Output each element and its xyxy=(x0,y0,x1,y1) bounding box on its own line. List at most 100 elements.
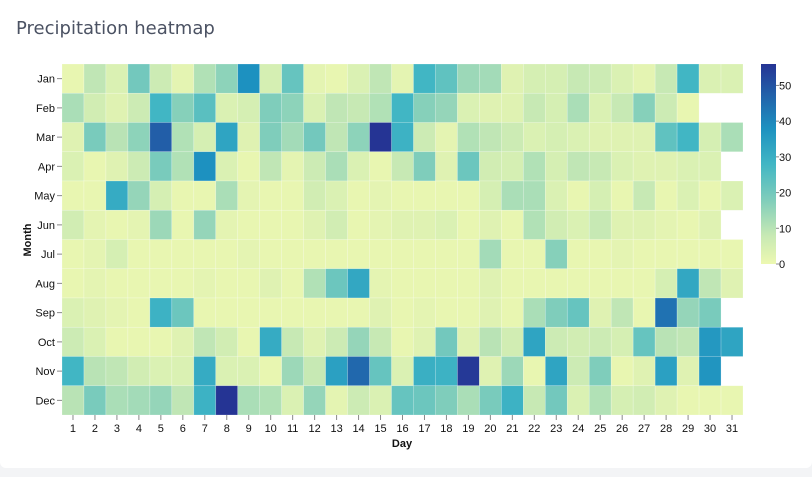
heatmap-cell: Sep 23: 18 xyxy=(544,297,568,328)
heatmap-cell: Jul 1: 1 xyxy=(61,239,85,270)
heatmap-cell: Feb 25: 4 xyxy=(588,92,612,123)
heatmap-cell: Sep 1: 4 xyxy=(61,297,85,328)
heatmap-cell: Dec 22: 8 xyxy=(523,385,546,416)
heatmap-cell: May 14: 1 xyxy=(347,180,370,211)
heatmap-cell: May 10: 1 xyxy=(259,180,282,211)
heatmap-cell: Jun 8: 2 xyxy=(215,209,239,240)
x-tick-label: 1 xyxy=(70,423,76,435)
heatmap-cell: Apr 8: 4 xyxy=(215,151,239,182)
heatmap-cell: Feb 22: 8 xyxy=(523,92,546,123)
heatmap-cell: Apr 25: 8 xyxy=(588,151,612,182)
heatmap-cell: Oct 23: 7 xyxy=(544,326,568,357)
heatmap-cell: Aug 7: 2 xyxy=(193,268,217,299)
heatmap-cell: Nov 27: 3 xyxy=(632,356,656,387)
heatmap-cell: May 9: 2 xyxy=(237,180,261,211)
heatmap-cell: Mar 26: 3 xyxy=(610,122,634,153)
heatmap-cell: Jan 27: 2 xyxy=(632,63,656,94)
heatmap-cell: Mar 9: 3 xyxy=(237,122,261,153)
heatmap-cell: Jan 20: 13 xyxy=(479,63,502,94)
x-axis-title: Day xyxy=(392,438,413,450)
heatmap-cell: May 22: 12 xyxy=(523,180,546,211)
heatmap-cell: Jun 11: 1 xyxy=(281,209,304,240)
heatmap-cell: Dec 24: 4 xyxy=(566,385,590,416)
heatmap-cell: May 19: 1 xyxy=(457,180,480,211)
x-tick-label: 19 xyxy=(462,423,474,435)
heatmap-cell: Aug 6: 1 xyxy=(171,268,195,299)
x-tick-label: 2 xyxy=(92,423,98,435)
x-tick-label: 4 xyxy=(136,423,142,435)
heatmap-cell: Feb 15: 11 xyxy=(369,92,392,123)
heatmap-cell: Feb 12: 4 xyxy=(303,92,326,123)
heatmap-cell: Aug 1: 1 xyxy=(61,268,85,299)
heatmap-cell: May 21: 12 xyxy=(501,180,524,211)
y-tick-label: Feb xyxy=(36,103,55,115)
heatmap-cell: Mar 19: 11 xyxy=(457,122,480,153)
heatmap-cell: Jul 2: 2 xyxy=(83,239,107,270)
heatmap-cell: Mar 21: 7 xyxy=(501,122,524,153)
heatmap-cell: Mar 18: 2 xyxy=(435,122,458,153)
heatmap-cell: Jun 15: 2 xyxy=(369,209,392,240)
heatmap-cell: Oct 21: 6 xyxy=(501,326,524,357)
heatmap-cell: Jul 12: 1 xyxy=(303,239,326,270)
x-tick-label: 14 xyxy=(352,423,364,435)
heatmap-cell: Nov 28: 34 xyxy=(654,356,678,387)
heatmap-cell: Mar 10: 18 xyxy=(259,122,282,153)
heatmap-cell: Jun 23: 6 xyxy=(544,209,568,240)
heatmap-cell: Jul 10: 1 xyxy=(259,239,282,270)
heatmap-cell: Aug 4: 1 xyxy=(127,268,151,299)
heatmap-cell: Jul 27: 1 xyxy=(632,239,656,270)
heatmap-cell: Aug 19: 1 xyxy=(457,268,480,299)
heatmap-cell: Dec 27: 6 xyxy=(632,385,656,416)
heatmap-cell: Jul 31: 1 xyxy=(720,239,744,270)
heatmap-cell: Sep 13: 1 xyxy=(325,297,348,328)
heatmap-cell: Jul 19: 1 xyxy=(457,239,480,270)
heatmap-cell: Feb 27: 17 xyxy=(632,92,656,123)
heatmap-cell: Sep 9: 1 xyxy=(237,297,261,328)
heatmap-cell: Apr 1: 4 xyxy=(61,151,85,182)
heatmap-cell: Feb 6: 17 xyxy=(171,92,195,123)
legend-colorbar xyxy=(761,64,776,264)
heatmap-cell: Dec 10: 11 xyxy=(259,385,282,416)
heatmap-cell: Dec 23: 20 xyxy=(544,385,568,416)
heatmap-cell: Apr 27: 3 xyxy=(632,151,656,182)
heatmap-cell: Nov 7: 31 xyxy=(193,356,217,387)
y-tick-label: Mar xyxy=(36,132,55,144)
heatmap-cell: Aug 28: 5 xyxy=(654,268,678,299)
heatmap-cell: Sep 6: 21 xyxy=(171,297,195,328)
heatmap-cell: Dec 3: 12 xyxy=(105,385,129,416)
heatmap-cell: Jan 3: 4 xyxy=(105,63,129,94)
heatmap-cell: Feb 5: 28 xyxy=(149,92,173,123)
heatmap-cell: Aug 2: 2 xyxy=(83,268,107,299)
heatmap-cell: May 31: 4 xyxy=(720,180,744,211)
heatmap-cell: Mar 23: 5 xyxy=(544,122,568,153)
heatmap-cell: Aug 21: 1 xyxy=(501,268,524,299)
heatmap-cell: Dec 31: 1 xyxy=(720,385,744,416)
heatmap-cell: Nov 19: 55 xyxy=(457,356,480,387)
x-tick-label: 18 xyxy=(440,423,452,435)
heatmap-cell: Dec 18: 18 xyxy=(435,385,458,416)
x-tick-label: 25 xyxy=(594,423,606,435)
heatmap-cell: Sep 19: 1 xyxy=(457,297,480,328)
heatmap-cell: Sep 5: 29 xyxy=(149,297,173,328)
heatmap-cell: Oct 28: 10 xyxy=(654,326,678,357)
x-tick-label: 7 xyxy=(202,423,208,435)
heatmap-cell: Nov 29: 3 xyxy=(676,356,700,387)
heatmap-cell: Jun 29: 1 xyxy=(676,209,700,240)
heatmap-cell: May 23: 4 xyxy=(544,180,568,211)
heatmap-cell: Dec 4: 13 xyxy=(127,385,151,416)
heatmap-cell: Jun 26: 3 xyxy=(610,209,634,240)
heatmap-cell: Sep 21: 1 xyxy=(501,297,524,328)
legend-tick-label: 40 xyxy=(779,116,791,128)
heatmap-cell: Jun 27: 3 xyxy=(632,209,656,240)
heatmap-cell: Aug 25: 1 xyxy=(588,268,612,299)
heatmap-cell: Jan 8: 16 xyxy=(215,63,239,94)
heatmap-cell: Jan 7: 11 xyxy=(193,63,217,94)
heatmap-cell: Mar 8: 33 xyxy=(215,122,239,153)
heatmap-cell: Jul 29: 1 xyxy=(676,239,700,270)
heatmap-cell: Nov 9: 4 xyxy=(237,356,261,387)
heatmap-cell: Oct 1: 7 xyxy=(61,326,85,357)
x-tick-label: 30 xyxy=(704,423,716,435)
heatmap-cell: Jun 10: 1 xyxy=(259,209,282,240)
heatmap-cell: Jan 19: 14 xyxy=(457,63,480,94)
